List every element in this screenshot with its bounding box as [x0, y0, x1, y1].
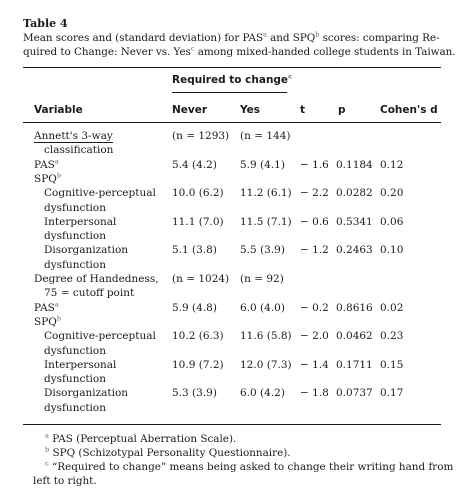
column-header-yes: Yes	[240, 104, 261, 116]
cell-t: − 2.2	[300, 187, 329, 200]
footnote-b: b SPQ (Schizotypal Personality Questionn…	[45, 445, 291, 459]
column-header-never: Never	[172, 104, 208, 116]
cell-never: 10.0 (6.2)	[172, 187, 224, 200]
cell-p: 0.0737	[336, 387, 373, 400]
table-caption-line-2: quired to Change: Never vs. Yesc among m…	[23, 44, 456, 58]
cell-yes: 11.5 (7.1)	[240, 215, 292, 228]
cell-p: 0.0462	[336, 330, 373, 343]
cell-yes: 12.0 (7.3)	[240, 358, 292, 371]
cell-yes: 6.0 (4.2)	[240, 387, 285, 400]
cell-variable: Disorganization	[44, 244, 129, 257]
cell-t: − 2.0	[300, 330, 329, 343]
cell-cohens-d: 0.20	[380, 187, 404, 200]
cell-cohens-d: 0.15	[380, 358, 404, 371]
cell-t: − 0.2	[300, 301, 329, 314]
column-header-variable: Variable	[34, 104, 83, 116]
cell-variable: Degree of Handedness,	[34, 273, 159, 285]
cell-never: 5.9 (4.8)	[172, 301, 217, 314]
cell-p: 0.0282	[336, 187, 373, 200]
group-header-rule	[172, 92, 287, 93]
cell-variable: Interpersonal	[44, 358, 117, 371]
cell-cohens-d: 0.23	[380, 330, 404, 343]
cell-variable: SPQb	[34, 314, 62, 328]
cell-variable: dysfunction	[44, 230, 106, 243]
cell-variable: dysfunction	[44, 401, 106, 414]
cell-never: 5.1 (3.8)	[172, 244, 217, 257]
column-header-cohens-d: Cohen's d	[380, 104, 438, 116]
cell-t: − 1.2	[300, 244, 329, 257]
table-bottom-rule	[23, 424, 441, 426]
table-label: Table 4	[23, 17, 68, 30]
cell-never: 10.9 (7.2)	[172, 358, 224, 371]
cell-p: 0.5341	[336, 215, 373, 228]
cell-cohens-d: 0.10	[380, 244, 404, 257]
table-caption-line-1: Mean scores and (standard deviation) for…	[23, 30, 440, 44]
cell-variable: dysfunction	[44, 201, 106, 214]
cell-never: (n = 1024)	[172, 273, 230, 285]
footnote-a: a PAS (Perceptual Aberration Scale).	[45, 431, 237, 445]
cell-cohens-d: 0.12	[380, 158, 404, 171]
cell-variable: dysfunction	[44, 258, 106, 271]
column-header-t: t	[300, 104, 306, 116]
cell-variable: SPQb	[34, 171, 62, 185]
cell-yes: 5.9 (4.1)	[240, 158, 285, 171]
cell-p: 0.2463	[336, 244, 373, 257]
cell-never: 5.4 (4.2)	[172, 158, 217, 171]
cell-variable: PASa	[34, 300, 59, 314]
cell-never: 5.3 (3.9)	[172, 387, 217, 400]
cell-never: 11.1 (7.0)	[172, 215, 224, 228]
cell-never: (n = 1293)	[172, 130, 230, 142]
cell-variable: Cognitive-perceptual	[44, 330, 156, 343]
cell-never: 10.2 (6.3)	[172, 330, 224, 343]
cell-t: − 1.6	[300, 158, 329, 171]
header-bottom-rule	[23, 122, 441, 123]
cell-variable: 75 = cutoff point	[44, 287, 135, 300]
cell-variable: dysfunction	[44, 344, 106, 357]
cell-p: 0.8616	[336, 301, 373, 314]
cell-t: − 1.4	[300, 358, 329, 371]
cell-t: − 0.6	[300, 215, 329, 228]
cell-yes: (n = 92)	[240, 273, 284, 285]
cell-cohens-d: 0.06	[380, 215, 404, 228]
cell-yes: 6.0 (4.0)	[240, 301, 285, 314]
column-header-p: p	[338, 104, 346, 116]
cell-cohens-d: 0.17	[380, 387, 404, 400]
cell-yes: 5.5 (3.9)	[240, 244, 285, 257]
cell-variable: Cognitive-perceptual	[44, 187, 156, 200]
cell-variable: Disorganization	[44, 387, 129, 400]
footnote-continued: left to right.	[33, 475, 97, 487]
cell-variable: Interpersonal	[44, 215, 117, 228]
cell-yes: 11.6 (5.8)	[240, 330, 292, 343]
table-top-rule	[23, 67, 441, 69]
group-header-required-to-change: Required to changec	[172, 72, 292, 86]
cell-t: − 1.8	[300, 387, 329, 400]
cell-variable: dysfunction	[44, 373, 106, 386]
cell-variable: PASa	[34, 157, 59, 171]
cell-variable: Annett's 3-way	[34, 130, 113, 143]
cell-variable: classification	[44, 144, 114, 157]
footnote-c: c “Required to change” means being asked…	[45, 459, 454, 473]
cell-p: 0.1184	[336, 158, 373, 171]
cell-yes: (n = 144)	[240, 130, 291, 142]
cell-p: 0.1711	[336, 358, 373, 371]
cell-yes: 11.2 (6.1)	[240, 187, 292, 200]
cell-cohens-d: 0.02	[380, 301, 404, 314]
